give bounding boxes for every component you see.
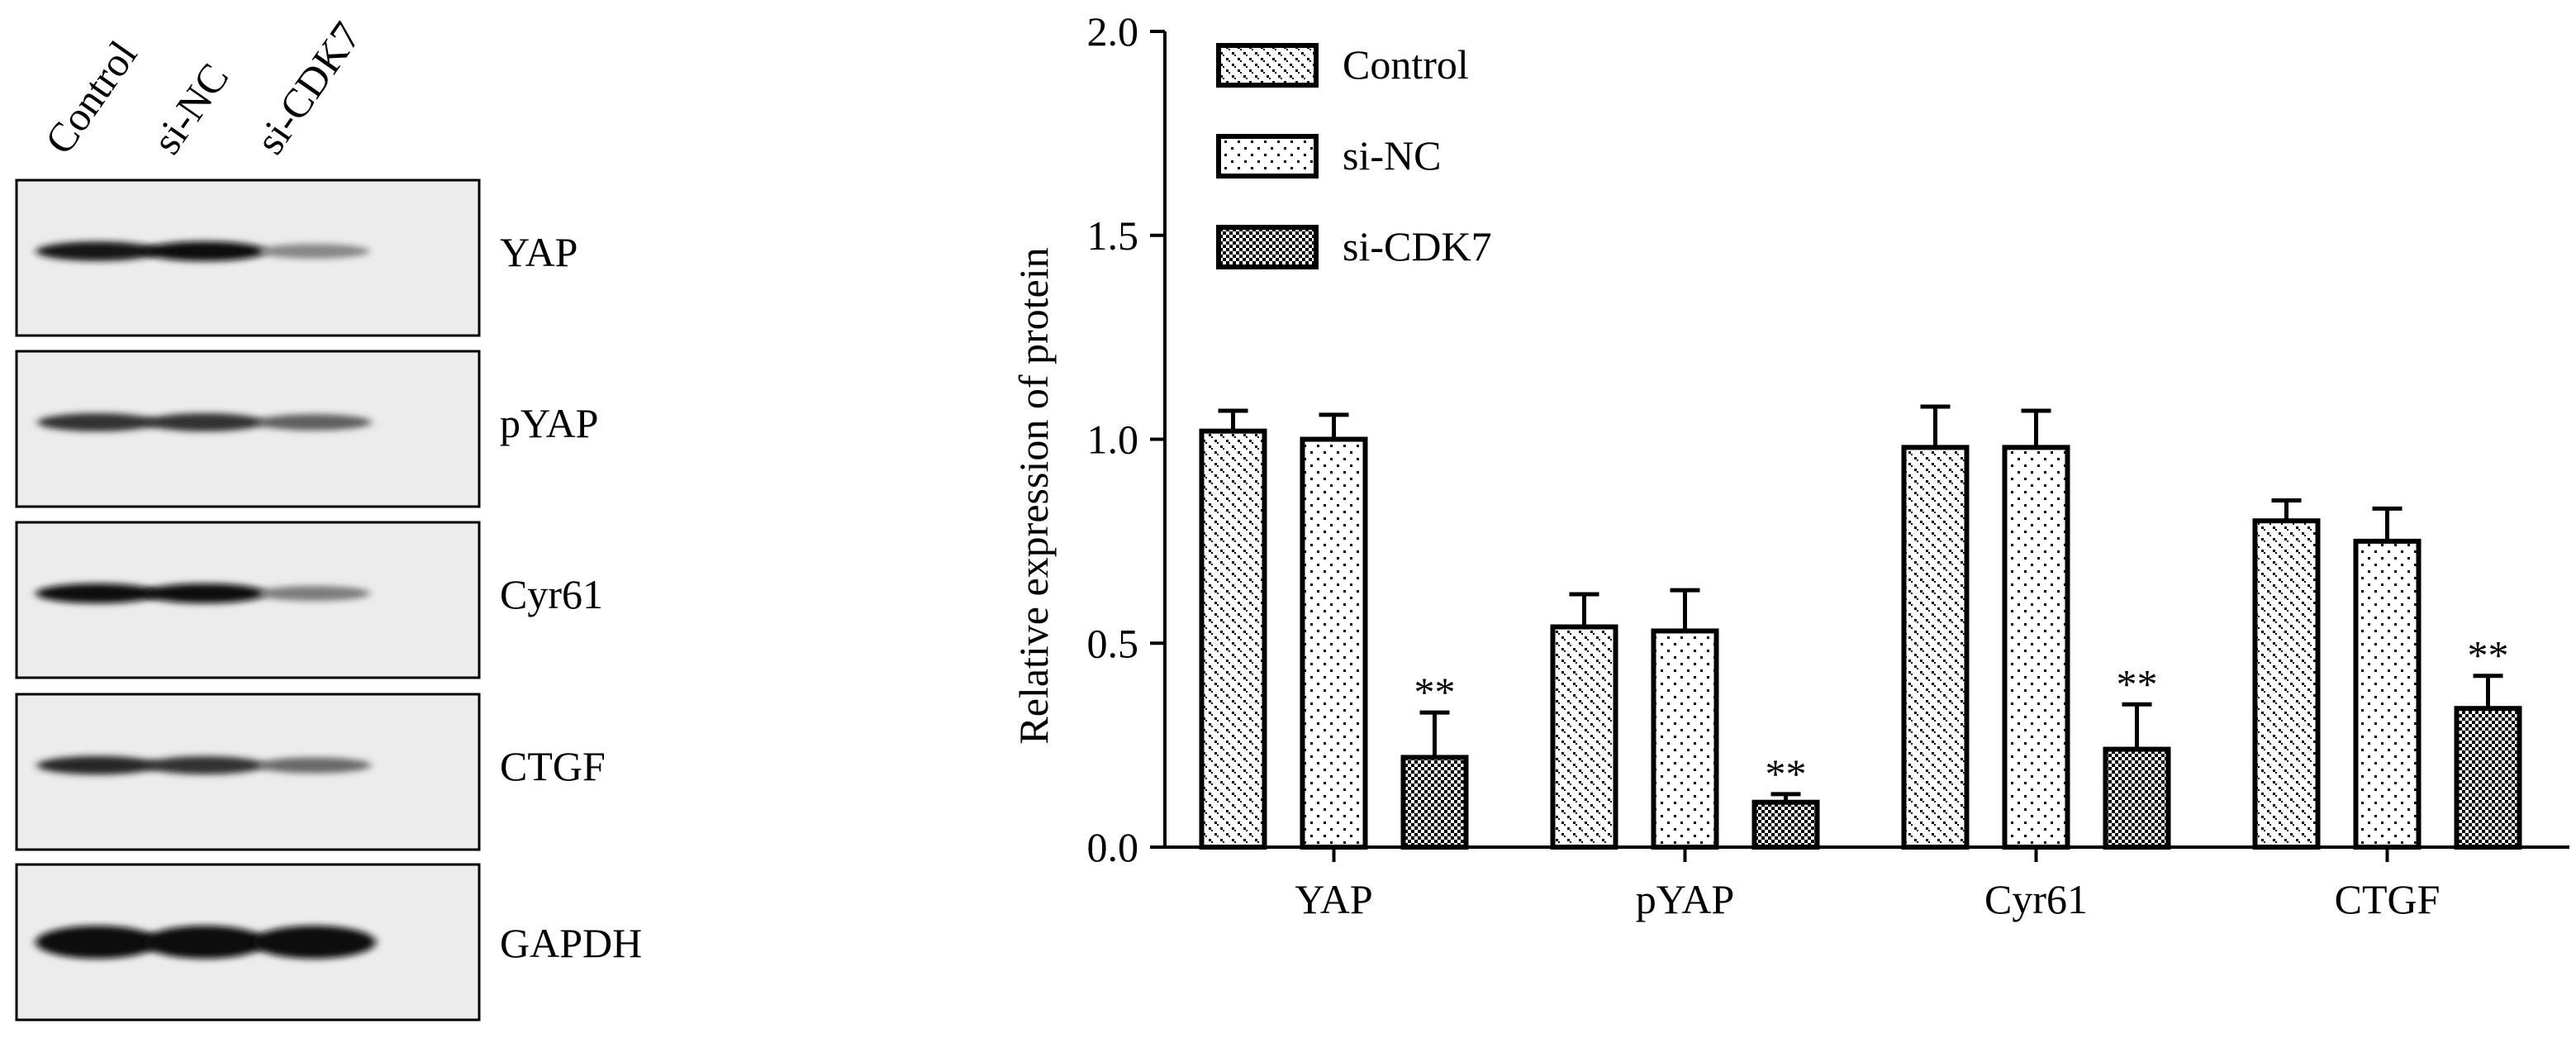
significance-cyr61: ** (2117, 660, 2158, 707)
bar-si-cdk7-ctgf (2454, 706, 2522, 850)
band-pyap-si-cdk7 (256, 414, 372, 431)
band-gapdh-si-cdk7 (252, 926, 376, 959)
bar-control-yap (1199, 428, 1267, 850)
bar-si-nc-cyr61 (2002, 445, 2070, 850)
legend-label-control: Control (1343, 41, 1469, 88)
bar-si-nc-yap (1300, 436, 1368, 850)
chart-axes: 0.0 0.5 1.0 1.5 2.0 YAP pYAP Cyr61 CTGF (1087, 8, 2569, 922)
legend-swatch-si-cdk7 (1216, 225, 1319, 269)
band-cyr61-si-cdk7 (257, 585, 371, 602)
band-yap-control (36, 241, 159, 261)
significance-yap: ** (1414, 669, 1456, 715)
chart-legend: Control si-NC si-CDK7 (1216, 41, 1492, 269)
band-ctgf-si-nc (145, 755, 265, 775)
bar-control-cyr61 (1901, 445, 1970, 850)
significance-ctgf: ** (2468, 632, 2509, 679)
significance-pyap: ** (1766, 750, 1807, 797)
band-gapdh-control (36, 926, 159, 959)
bar-si-cdk7-yap (1400, 755, 1469, 850)
lane-label-si-nc: si-NC (143, 55, 237, 162)
band-pyap-control (37, 412, 158, 432)
chart-bars: ** ** ** ** (1199, 404, 2522, 850)
blot-label-ctgf: CTGF (500, 743, 606, 789)
y-tick-label: 2.0 (1087, 8, 1139, 55)
x-tick-label-ctgf: CTGF (2335, 876, 2441, 922)
band-gapdh-si-nc (143, 926, 267, 959)
legend-label-si-cdk7: si-CDK7 (1343, 223, 1492, 269)
x-tick-label-yap: YAP (1295, 876, 1372, 922)
band-cyr61-control (36, 583, 159, 603)
legend-swatch-control (1216, 43, 1319, 88)
bar-si-nc-ctgf (2353, 538, 2422, 850)
band-pyap-si-nc (145, 412, 265, 432)
bar-control-ctgf (2252, 518, 2321, 850)
bar-si-nc-pyap (1651, 628, 1719, 850)
band-yap-si-nc (143, 241, 267, 261)
bar-si-cdk7-pyap (1751, 799, 1820, 850)
blot-label-gapdh: GAPDH (500, 920, 642, 966)
blot-label-pyap: pYAP (500, 400, 598, 446)
x-tick-label-cyr61: Cyr61 (1984, 876, 2088, 922)
y-tick-label: 1.5 (1087, 212, 1139, 259)
y-tick-label: 0.5 (1087, 620, 1139, 666)
band-cyr61-si-nc (143, 583, 267, 603)
y-axis-label: Relative expression of protein (1010, 247, 1057, 744)
legend-label-si-nc: si-NC (1343, 132, 1441, 179)
bar-control-pyap (1550, 624, 1618, 850)
band-ctgf-control (36, 755, 159, 775)
band-ctgf-si-cdk7 (256, 757, 372, 774)
y-tick-label: 0.0 (1087, 824, 1139, 870)
lane-label-control: Control (36, 32, 146, 162)
x-tick-label-pyap: pYAP (1636, 876, 1734, 922)
legend-swatch-si-nc (1216, 134, 1319, 179)
band-yap-si-cdk7 (258, 244, 370, 259)
lane-label-si-cdk7: si-CDK7 (246, 13, 369, 162)
blot-label-cyr61: Cyr61 (500, 571, 603, 617)
blot-label-yap: YAP (500, 229, 577, 275)
bar-si-cdk7-cyr61 (2103, 746, 2171, 850)
y-tick-label: 1.0 (1087, 417, 1139, 463)
